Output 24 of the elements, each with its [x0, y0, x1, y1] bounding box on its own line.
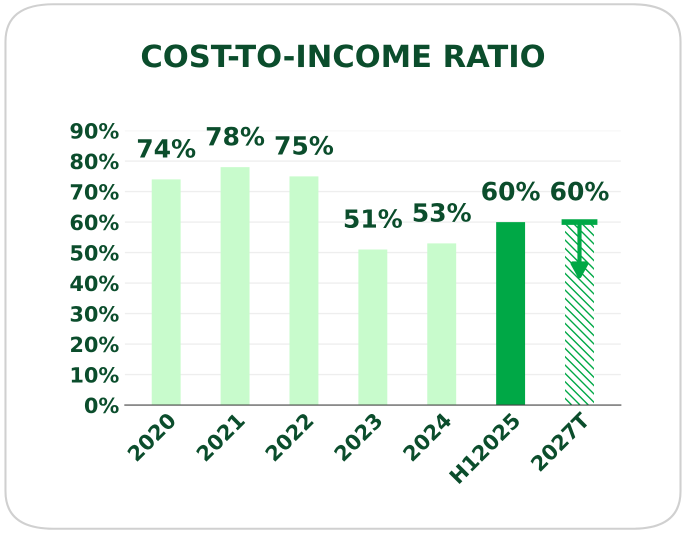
y-tick-label: 50%: [71, 245, 119, 261]
y-tick-label: 90%: [70, 123, 119, 139]
y-tick-label: 0%: [84, 398, 119, 414]
data-label: 60%: [551, 182, 609, 201]
data-label: 78%: [206, 126, 264, 146]
y-tick-label: 30%: [70, 306, 119, 322]
data-label: 75%: [276, 136, 334, 155]
y-tick-label: 80%: [70, 154, 119, 170]
bar: [220, 167, 250, 406]
y-tick-label: 60%: [70, 214, 119, 230]
y-tick-label: 70%: [70, 184, 119, 200]
data-label: 51%: [344, 209, 402, 228]
bar: [289, 176, 318, 406]
data-label: 74%: [138, 138, 196, 158]
bar: [152, 179, 181, 406]
chart-title: COST-TO-INCOME RATIO: [142, 44, 544, 68]
bar: [358, 250, 388, 406]
data-label: 60%: [482, 182, 540, 201]
y-tick-label: 40%: [70, 276, 119, 292]
y-tick-label: 20%: [71, 336, 119, 352]
bar: [427, 243, 456, 406]
y-tick-label: 10%: [72, 367, 119, 383]
bar: [496, 222, 526, 406]
data-label: 53%: [414, 203, 471, 222]
